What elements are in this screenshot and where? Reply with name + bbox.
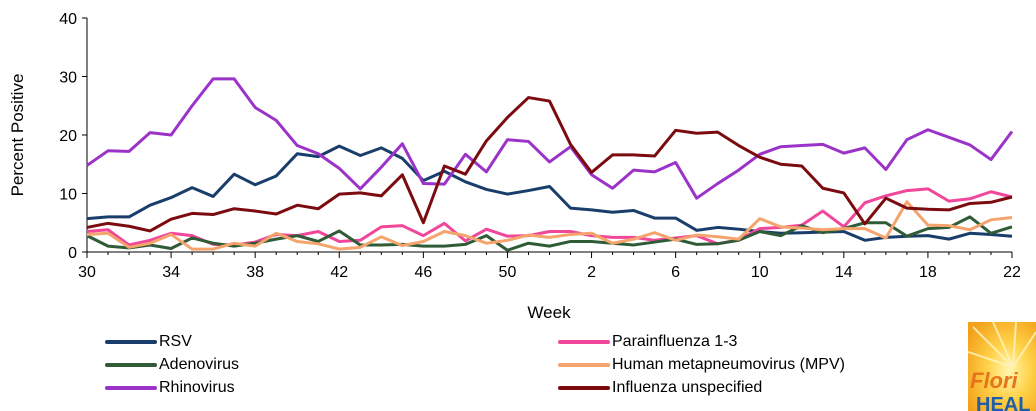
series-line-rhinovirus [86,77,1014,200]
legend-swatch [558,340,610,344]
x-tick-label: 34 [162,264,180,281]
legend-item: Human metapneumovirus (MPV) [558,353,845,377]
legend-swatch [558,363,610,367]
y-tick-label: 40 [59,11,77,28]
x-tick-label: 22 [1003,264,1021,281]
x-tick-label: 30 [78,264,96,281]
legend-label: Influenza unspecified [612,379,763,396]
logo-text-health: HEAL [976,394,1030,411]
legend-label: Human metapneumovirus (MPV) [612,356,845,373]
legend-item: Parainfluenza 1-3 [558,330,737,354]
legend-item: Rhinovirus [105,376,235,400]
x-tick-label: 38 [246,264,264,281]
x-tick-label: 2 [587,264,596,281]
legend-label: Parainfluenza 1-3 [612,333,738,350]
legend-label: Adenovirus [159,356,240,373]
y-tick-label: 10 [59,187,77,204]
x-tick-label: 18 [919,264,937,281]
x-tick-label: 10 [751,264,769,281]
x-axis-title: Week [527,303,571,322]
florida-health-logo: Flori HEAL [968,322,1036,411]
legend-item: Adenovirus [105,353,239,377]
series-line-rsv [86,144,1013,242]
legend-item: Influenza unspecified [558,376,762,400]
series-line-human-metapneumovirus-mpv [86,200,1013,251]
legend-swatch [105,340,157,344]
legend-label: Rhinovirus [159,379,235,396]
x-tick-label: 14 [835,264,853,281]
line-chart: 0 10 20 30 40 30 34 38 42 46 50 2 6 10 14 18 22 Week Pe… [8,11,1021,322]
x-tick-label: 6 [671,264,680,281]
x-tick-label: 46 [414,264,432,281]
y-axis-title: Percent Positive [8,74,27,197]
legend-swatch [558,386,610,390]
y-tick-label: 0 [68,245,77,262]
series-line-influenza-unspecified [86,96,1013,233]
legend-item: RSV [105,330,192,354]
logo-text: Flori [970,368,1019,393]
legend-swatch [105,363,157,367]
legend: RSV Parainfluenza 1-3 Adenovirus Human meta… [0,330,960,411]
y-tick-label: 30 [59,70,77,87]
x-tick-label: 42 [330,264,348,281]
plot-area: 0 10 20 30 40 30 34 38 42 46 50 2 6 10 14 18 22 Week Pe… [8,11,1021,322]
y-tick-label: 20 [59,128,77,145]
x-tick-label: 50 [499,264,517,281]
legend-label: RSV [159,333,192,350]
legend-swatch [105,386,157,390]
